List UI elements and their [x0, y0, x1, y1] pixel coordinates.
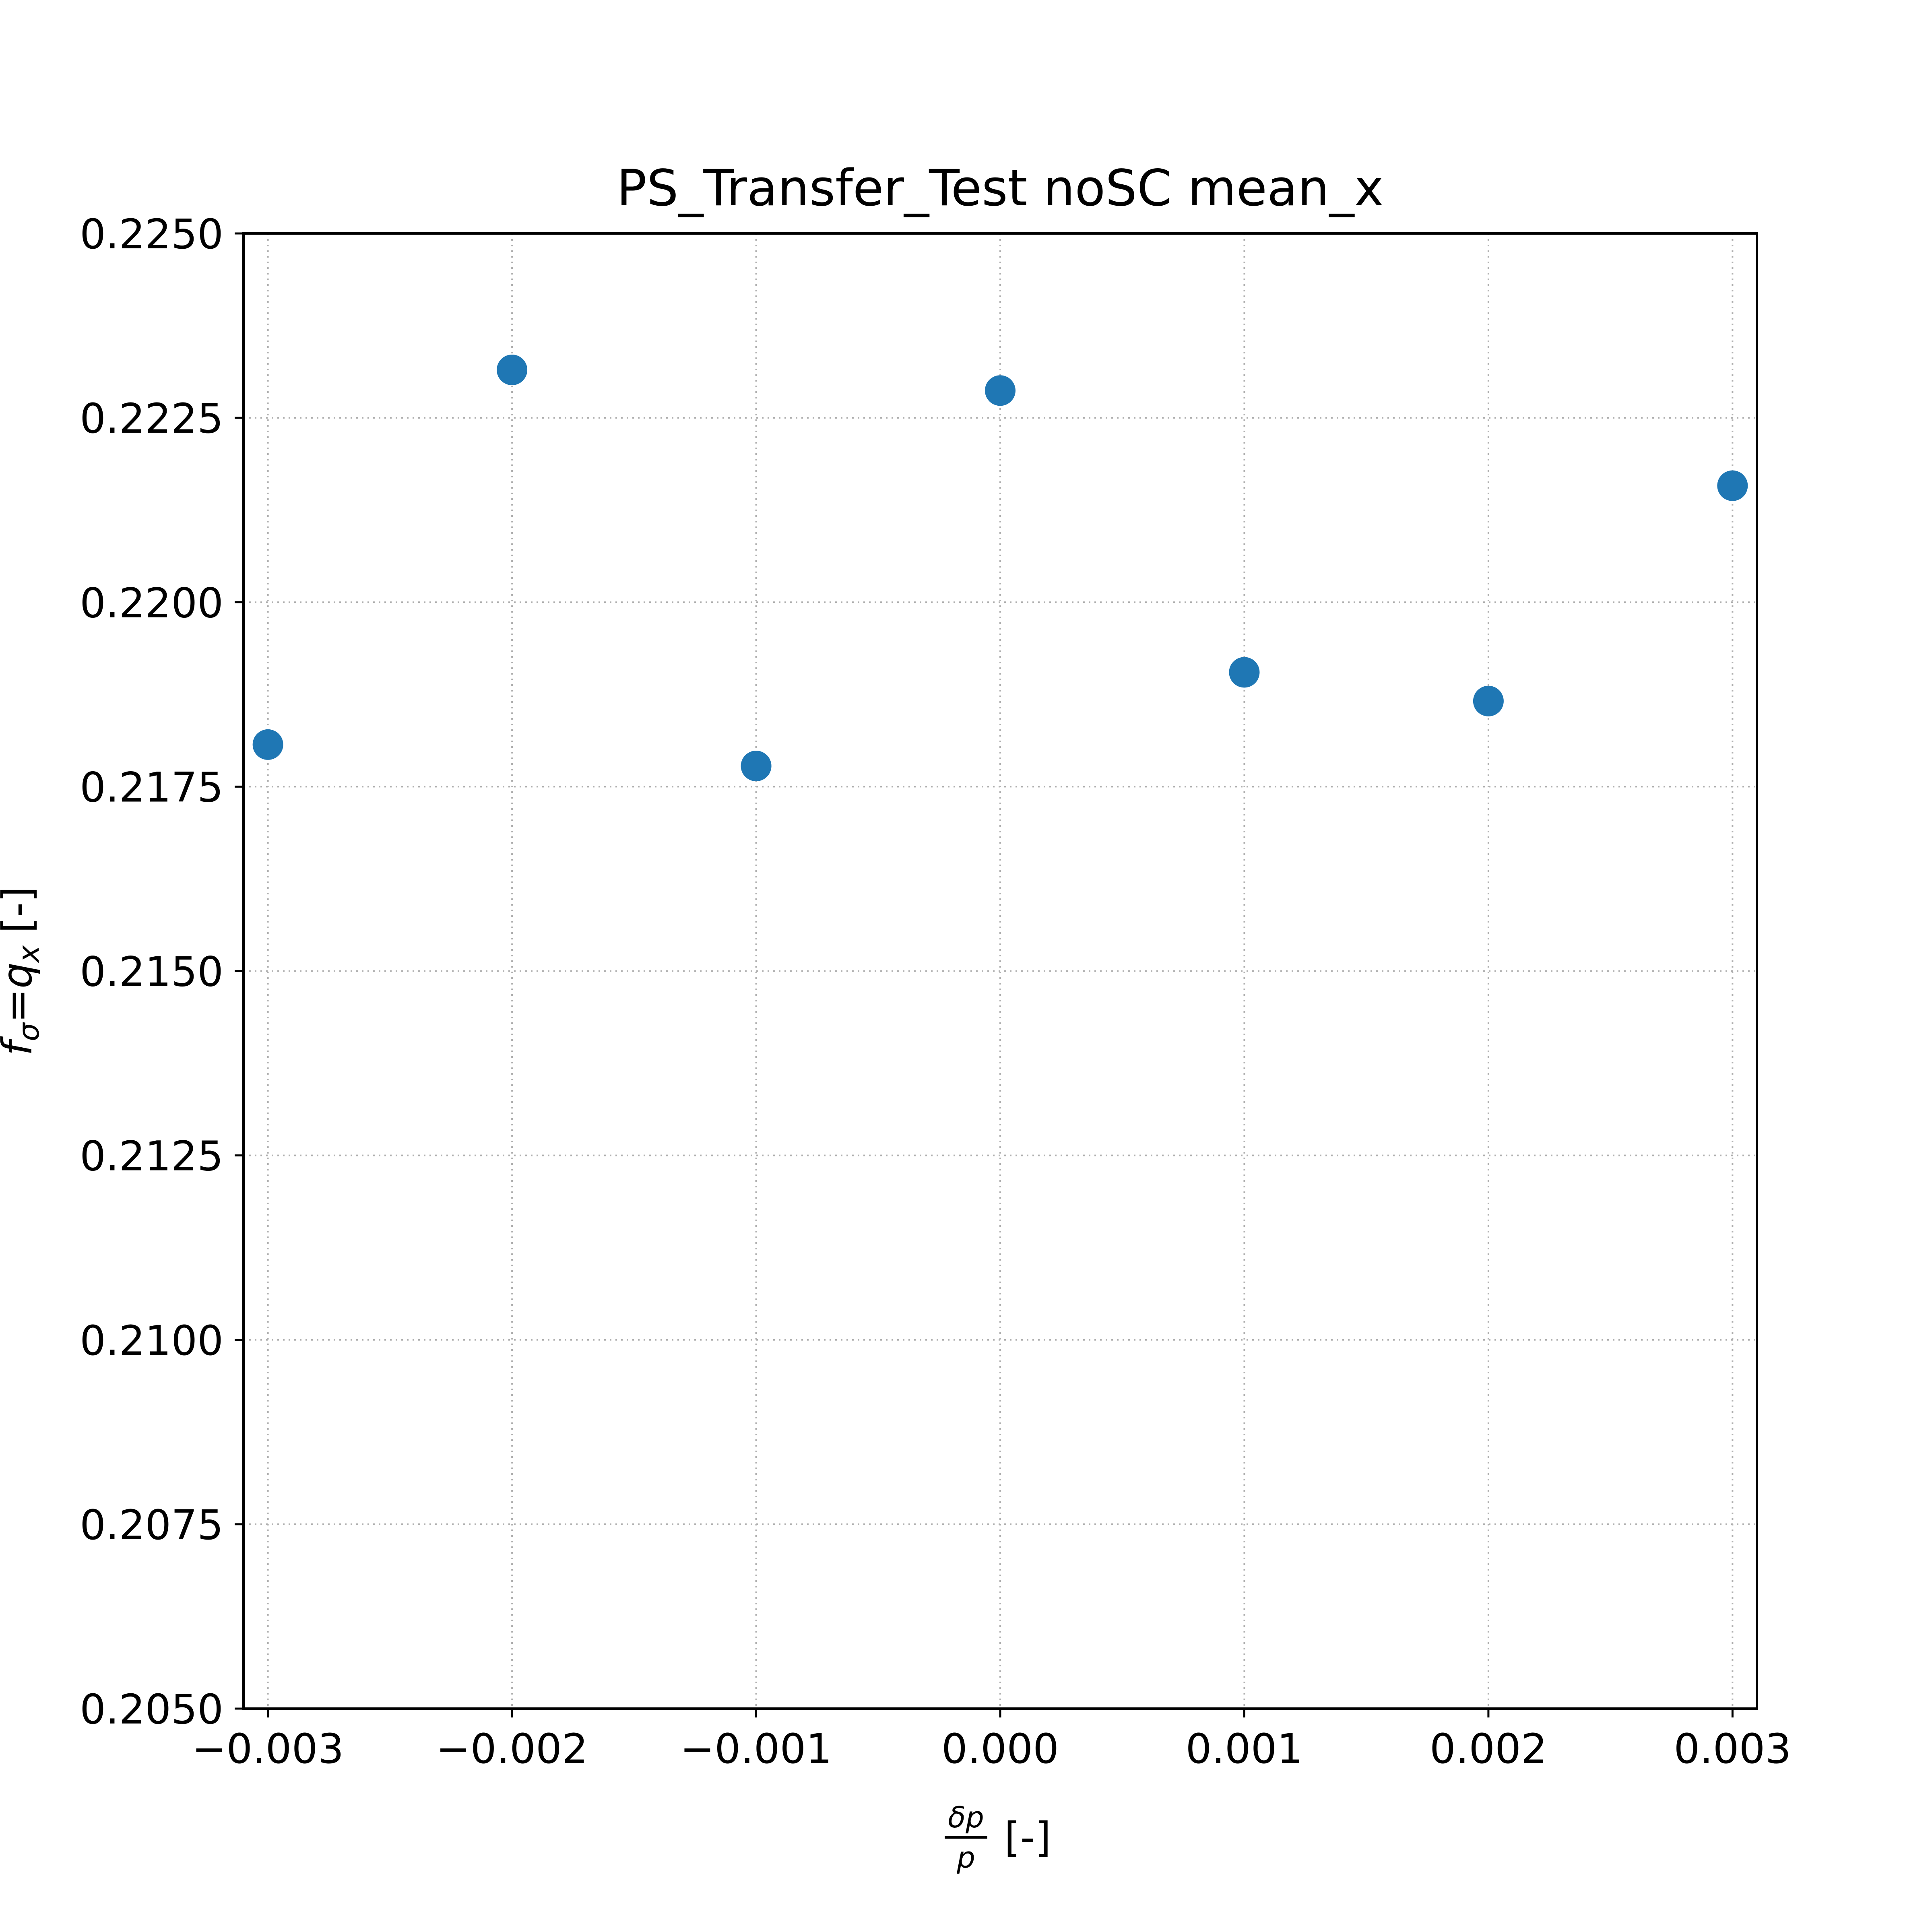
- x-tick-label: −0.001: [680, 1725, 832, 1773]
- x-axis-label-unit: [-]: [1004, 1814, 1051, 1862]
- y-axis-label-rhs: q: [0, 962, 41, 989]
- x-tick-label: 0.003: [1674, 1725, 1791, 1773]
- x-tick-label: 0.001: [1185, 1725, 1303, 1773]
- data-point: [1229, 657, 1260, 688]
- y-tick-label: 0.2150: [80, 948, 223, 996]
- y-axis-label-symbol-subscript: σ: [12, 1022, 45, 1041]
- y-tick-label: 0.2100: [80, 1317, 223, 1365]
- data-point: [741, 751, 772, 782]
- y-tick-label: 0.2200: [80, 579, 223, 627]
- data-point: [1473, 685, 1504, 716]
- y-tick-label: 0.2250: [80, 211, 223, 258]
- tick-labels: −0.003 −0.002 −0.001 0.000 0.001 0.002 0.003 0.…: [80, 211, 1791, 1773]
- x-axis-label: δp p [-]: [945, 1800, 1051, 1874]
- x-tick-label: −0.003: [192, 1725, 344, 1773]
- x-tick-label: 0.000: [941, 1725, 1059, 1773]
- y-tick-label: 0.2075: [80, 1501, 223, 1549]
- x-axis-label-numerator: δp: [948, 1800, 984, 1834]
- chart-title: PS_Transfer_Test noSC mean_x: [617, 159, 1384, 217]
- y-axis-label-equals: =: [0, 989, 41, 1023]
- data-point: [497, 355, 528, 386]
- y-axis-label-text: fσ=qx[-]: [0, 886, 45, 1056]
- y-tick-label: 0.2125: [80, 1133, 223, 1181]
- data-point: [252, 729, 283, 760]
- data-points: [252, 355, 1748, 782]
- y-tick-label: 0.2225: [80, 395, 223, 443]
- x-axis-label-denominator: p: [956, 1841, 975, 1874]
- y-tick-label: 0.2175: [80, 764, 223, 811]
- y-axis-label-unit: [-]: [0, 886, 41, 933]
- x-tick-label: −0.002: [436, 1725, 588, 1773]
- axis-ticks: [235, 232, 1734, 1717]
- y-axis-label: fσ=qx[-]: [0, 886, 45, 1056]
- data-point: [985, 375, 1016, 406]
- y-tick-label: 0.2050: [80, 1686, 223, 1734]
- data-point: [1717, 470, 1748, 501]
- x-tick-label: 0.002: [1430, 1725, 1547, 1773]
- y-axis-label-rhs-subscript: x: [12, 945, 45, 963]
